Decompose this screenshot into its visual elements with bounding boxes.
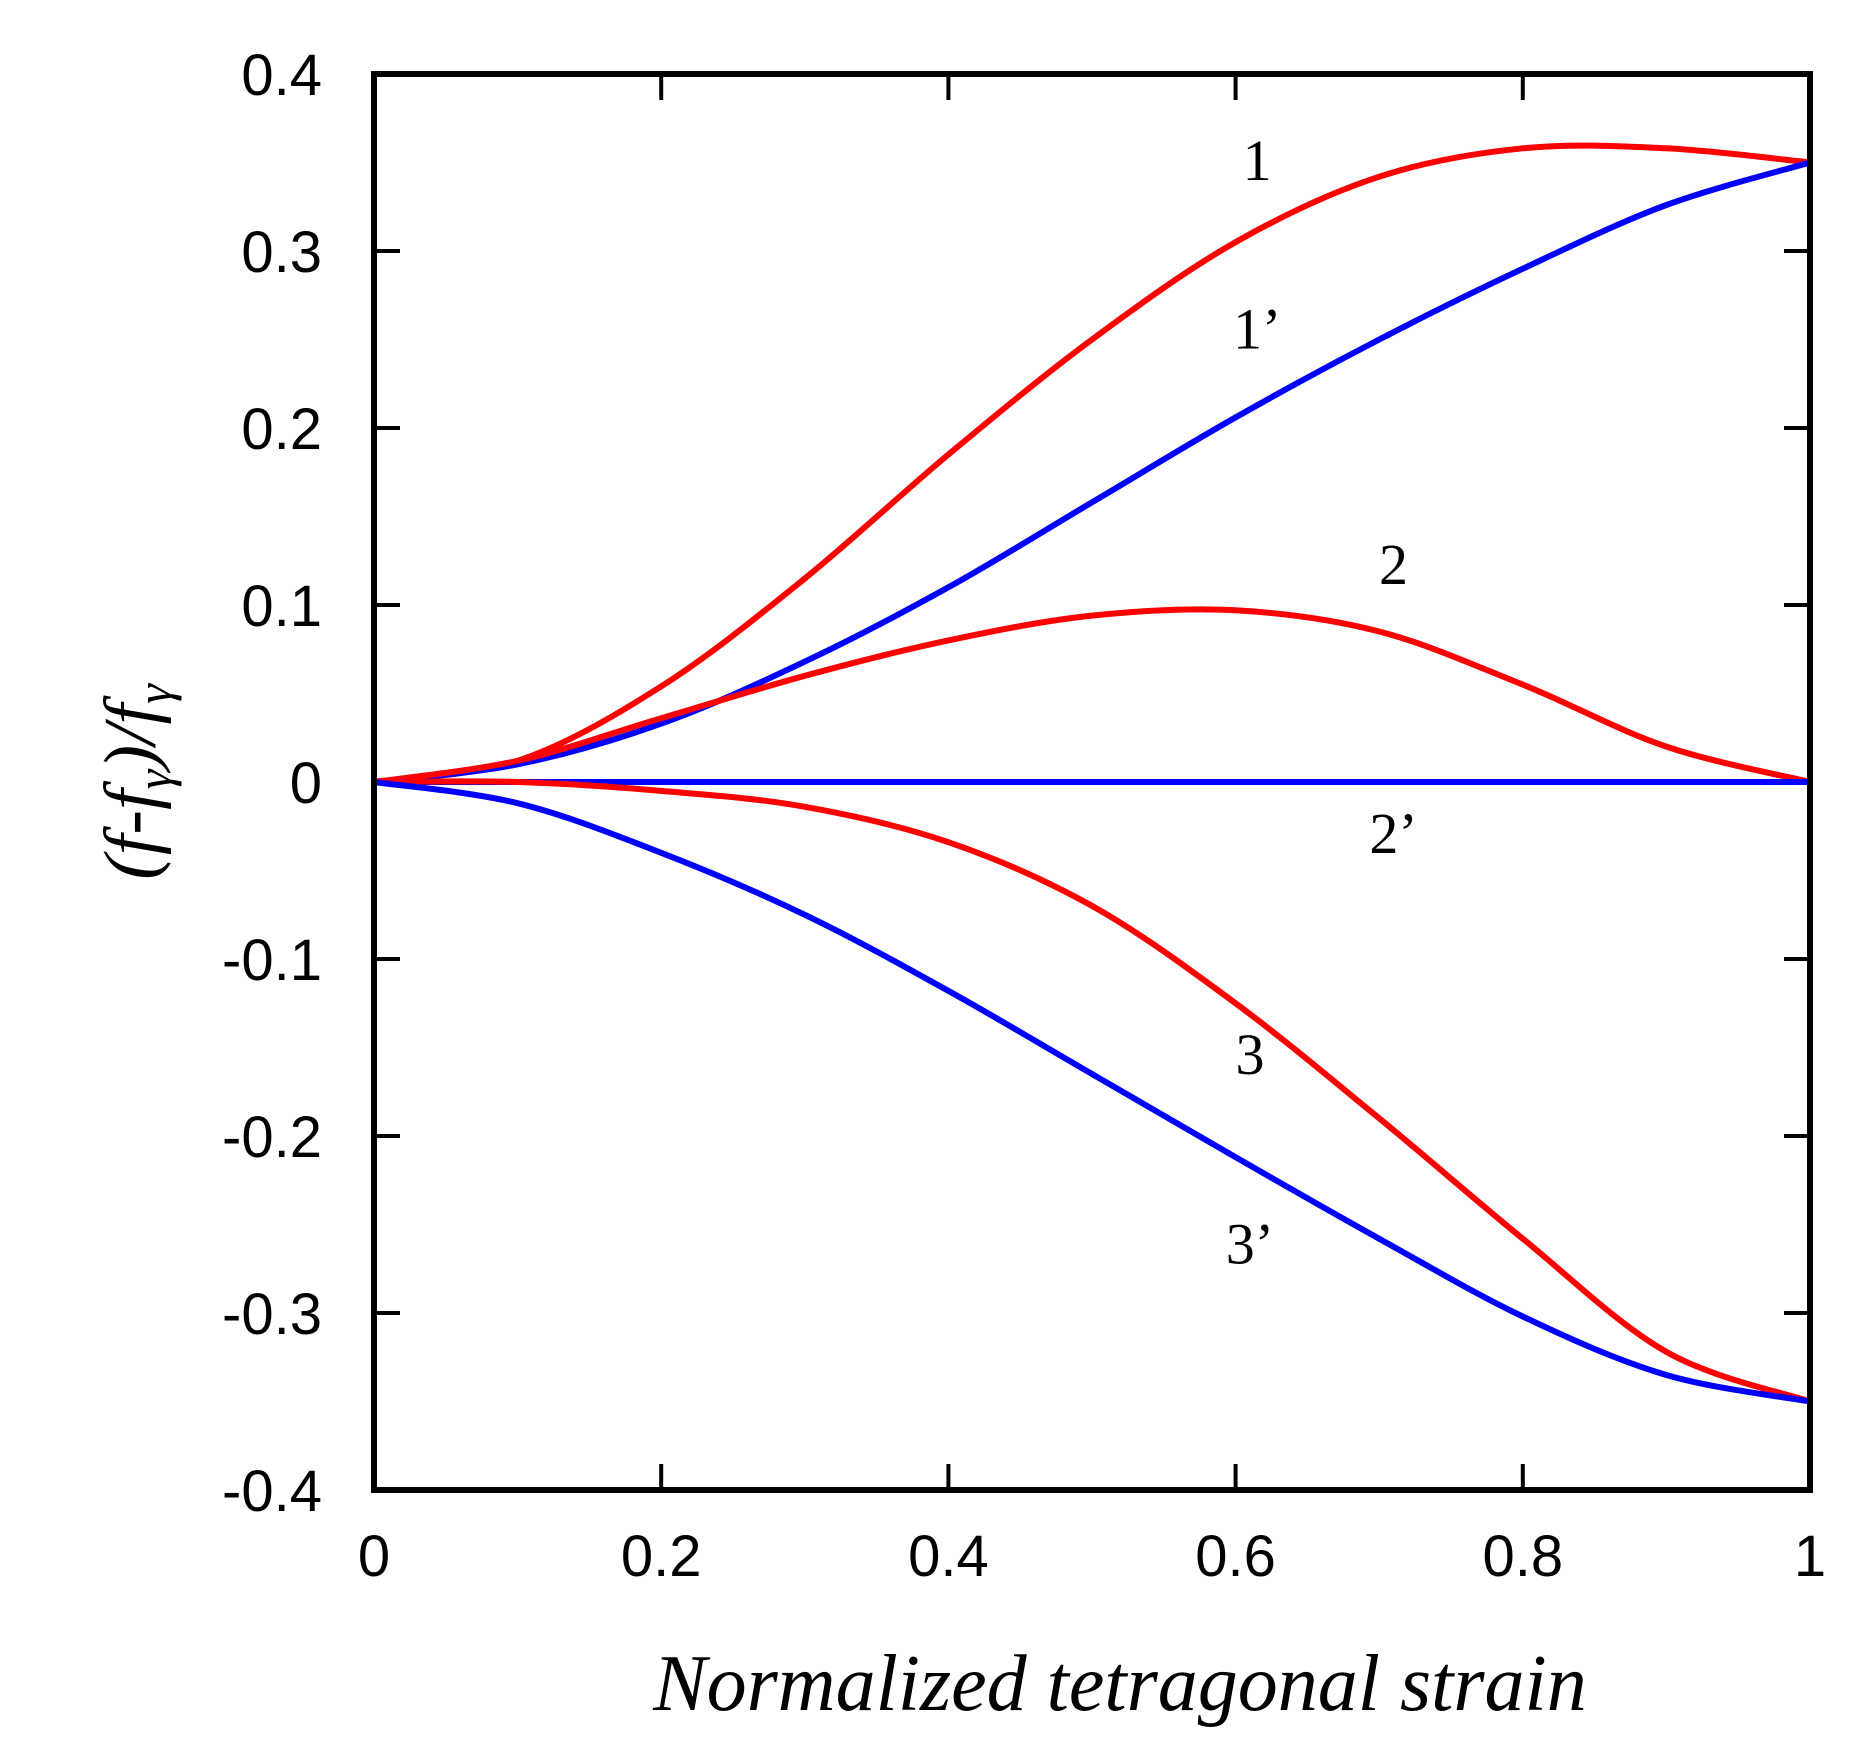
curve-label: 2 [1379,532,1408,597]
curve-label: 2’ [1369,801,1417,866]
x-tick-label: 0.8 [1482,1524,1563,1589]
y-tick-label: -0.4 [222,1459,322,1524]
y-tick-label: -0.3 [222,1282,322,1347]
y-tick-label: 0.4 [241,43,322,108]
y-tick-label: -0.2 [222,1105,322,1170]
y-tick-label: -0.1 [222,928,322,993]
y-tick-label: 0.1 [241,574,322,639]
x-tick-label: 0 [358,1524,390,1589]
x-tick-label: 0.2 [621,1524,702,1589]
y-tick-labels: 0.4 0.3 0.2 0.1 0 -0.1 -0.2 -0.3 -0.4 [222,43,322,1524]
y-tick-label: 0.2 [241,397,322,462]
curve-label: 1’ [1233,296,1281,361]
curve-1-prime [371,159,1813,785]
curve-3-prime [371,779,1813,1405]
x-tick-label: 1 [1794,1524,1826,1589]
y-axis-title: (f-fγ)/fγ [90,683,182,880]
y-tick-label: 0 [290,751,322,816]
x-tick-label: 0.4 [908,1524,989,1589]
curve-2 [371,606,1813,785]
curve-label: 3 [1235,1022,1264,1087]
x-tick-labels: 0 0.2 0.4 0.6 0.8 1 [358,1524,1826,1589]
curve-label: 3’ [1226,1211,1274,1276]
x-tick-label: 0.6 [1195,1524,1276,1589]
curve-3 [371,778,1813,1405]
curve-label: 1 [1243,128,1272,193]
x-axis-title: Normalized tetragonal strain [652,1640,1586,1728]
curves [371,142,1813,1405]
curve-labels: 1 1’ 2 2’ 3 3’ [1226,128,1418,1276]
plot-frame [371,71,1813,1493]
y-tick-label: 0.3 [241,220,322,285]
curve-1 [371,142,1813,785]
